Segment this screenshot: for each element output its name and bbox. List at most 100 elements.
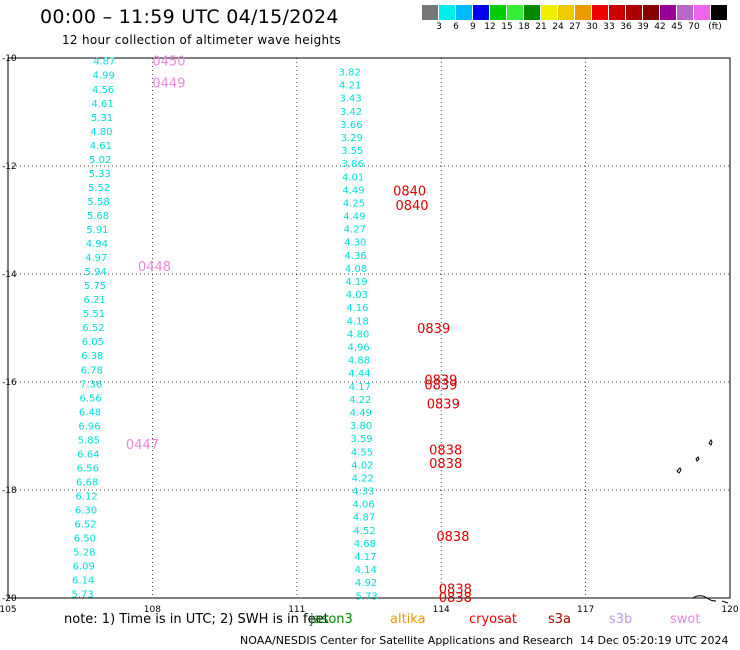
wave-height-label: 5.52 — [88, 183, 110, 194]
colorbar-swatch — [694, 5, 711, 20]
time-label: 0450 — [152, 55, 185, 70]
colorbar-swatch — [677, 5, 694, 20]
wave-height-label: 4.36 — [345, 251, 367, 262]
wave-height-label: 4.17 — [349, 382, 371, 393]
wave-height-label: 4.22 — [352, 473, 374, 484]
wave-height-label: 4.99 — [93, 71, 115, 82]
wave-height-label: 4.14 — [355, 565, 377, 576]
altimeter-map: 105 108 111 114 117 120 -10 -12 -14 -16 -18 -20 4.8… — [0, 54, 739, 612]
colorbar-swatch — [592, 5, 609, 20]
colorbar-label: 45 — [671, 22, 683, 32]
colorbar-swatch — [609, 5, 626, 20]
wave-height-label: 3.42 — [340, 107, 362, 118]
legend-cryosat: cryosat — [469, 612, 517, 627]
colorbar-label: 70 — [688, 22, 700, 32]
time-label: 0838 — [439, 591, 472, 606]
legend-s3b: s3b — [609, 612, 633, 627]
credit-timestamp: 14 Dec 05:20:19 UTC 2024 — [580, 634, 729, 647]
wave-height-label: 4.68 — [354, 539, 376, 550]
colorbar-swatch — [711, 5, 728, 20]
y-tick-label: -18 — [2, 486, 17, 496]
colorbar-label: 27 — [569, 22, 581, 32]
wave-height-label: 5.33 — [89, 169, 111, 180]
wave-height-label: 6.52 — [82, 323, 104, 334]
wave-height-label: 5.73 — [71, 590, 93, 601]
y-tick-label: -16 — [2, 378, 17, 388]
wave-height-label: 4.55 — [351, 447, 373, 458]
colorbar-swatch — [473, 5, 490, 20]
colorbar-swatch — [575, 5, 592, 20]
colorbar-label: 39 — [637, 22, 649, 32]
wave-height-label: 5.73 — [355, 591, 377, 602]
wave-height-label: 4.21 — [339, 81, 361, 92]
wave-height-label: 4.33 — [352, 487, 374, 498]
wave-height-label: 4.06 — [353, 500, 375, 511]
wave-height-label: 6.56 — [77, 463, 99, 474]
wave-height-label: 4.96 — [347, 342, 369, 353]
wave-height-label: 6.68 — [76, 477, 98, 488]
time-label: 0838 — [429, 457, 462, 472]
colorbar-label: 6 — [453, 22, 459, 32]
wave-height-label: 6.21 — [83, 295, 105, 306]
colorbar-swatch — [643, 5, 660, 20]
wave-height-label: 4.08 — [345, 264, 367, 275]
wave-height-label: 3.82 — [339, 68, 361, 79]
wave-height-label: 4.02 — [351, 460, 373, 471]
wave-height-label: 5.91 — [86, 225, 108, 236]
wave-height-label: 3.59 — [350, 434, 372, 445]
coastline — [676, 439, 729, 604]
wave-height-label: 4.80 — [347, 329, 369, 340]
time-label: 0839 — [424, 379, 457, 394]
colorbar-swatch — [456, 5, 473, 20]
colorbar-label: 15 — [501, 22, 513, 32]
wave-height-label: 3.86 — [342, 159, 364, 170]
wave-height-label: 4.52 — [353, 526, 375, 537]
colorbar-label: 33 — [603, 22, 615, 32]
time-label: 0839 — [417, 322, 450, 337]
y-tick-label: -10 — [2, 54, 17, 64]
x-tick-label: 117 — [577, 605, 594, 612]
wave-height-label: 3.43 — [339, 94, 361, 105]
wave-height-label: 4.44 — [348, 369, 370, 380]
wave-height-label: 3.66 — [340, 120, 362, 131]
wave-height-label: 4.25 — [343, 198, 365, 209]
wave-height-label: 5.51 — [83, 309, 105, 320]
wave-height-label: 6.30 — [75, 506, 97, 517]
colorbar-label: 30 — [586, 22, 598, 32]
wave-height-label: 7.36 — [80, 379, 102, 390]
wave-height-label: 3.80 — [350, 421, 372, 432]
legend-altika: altika — [390, 612, 426, 627]
wave-height-label: 4.49 — [343, 212, 365, 223]
wave-height-label: 6.12 — [75, 491, 97, 502]
time-label: 0838 — [429, 444, 462, 459]
wave-height-label: 4.27 — [344, 225, 366, 236]
wave-height-label: 6.56 — [79, 393, 101, 404]
legend-jason3: jason3 — [310, 612, 353, 627]
wave-height-label: 6.78 — [81, 365, 103, 376]
wave-height-label: 5.58 — [87, 197, 109, 208]
wave-height-label: 4.19 — [345, 277, 367, 288]
wave-height-label: 4.94 — [86, 239, 108, 250]
time-label: 0448 — [138, 260, 171, 275]
colorbar-swatch — [541, 5, 558, 20]
time-label: 0447 — [126, 438, 159, 453]
wave-height-label: 6.50 — [74, 534, 96, 545]
colorbar-swatch — [439, 5, 456, 20]
wave-height-label: 6.48 — [79, 407, 101, 418]
wave-height-label: 4.22 — [349, 395, 371, 406]
wave-height-label: 6.64 — [77, 449, 99, 460]
wave-height-label: 5.85 — [78, 435, 100, 446]
map-axes: 105 108 111 114 117 120 -10 -12 -14 -16 -18 -20 — [0, 54, 739, 612]
wave-height-label: 4.03 — [346, 290, 368, 301]
island-shape — [695, 456, 700, 462]
time-label: 0838 — [439, 582, 472, 597]
wave-height-label: 4.87 — [93, 57, 115, 68]
wave-height-label: 6.05 — [82, 337, 104, 348]
wave-height-label: 4.92 — [355, 578, 377, 589]
wave-height-label: 6.38 — [81, 351, 103, 362]
x-tick-label: 120 — [721, 605, 738, 612]
legend-swot: swot — [670, 612, 701, 627]
colorbar-label: 12 — [484, 22, 496, 32]
colorbar-label: 9 — [470, 22, 476, 32]
wave-height-label: 4.97 — [85, 253, 107, 264]
